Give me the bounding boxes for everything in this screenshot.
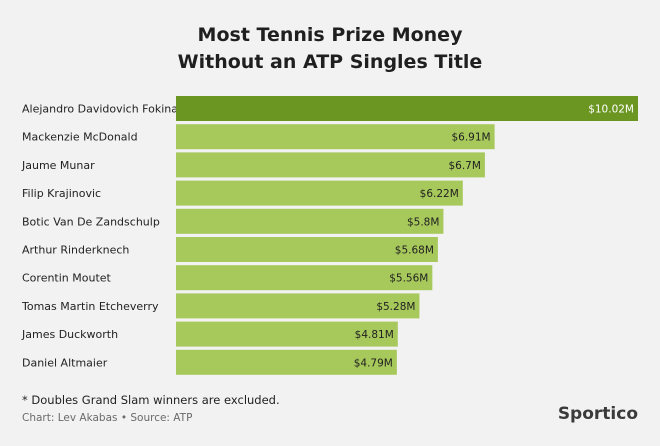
footnote: * Doubles Grand Slam winners are exclude… [22, 393, 280, 407]
bar [176, 265, 433, 291]
category-label: Botic Van De Zandschulp [22, 215, 160, 228]
value-label: $10.02M [588, 104, 634, 116]
bar [176, 208, 444, 234]
bar [176, 152, 485, 178]
category-label: Tomas Martin Etcheverry [21, 300, 159, 313]
category-label: Arthur Rinderknech [22, 244, 129, 257]
bar-chart: Alejandro Davidovich Fokina $10.02M Macken… [21, 96, 638, 375]
chart-title: Most Tennis Prize Money Without an ATP S… [0, 22, 660, 76]
chart-credit: Chart: Lev Akabas • Source: ATP [22, 412, 193, 424]
bar [176, 180, 463, 206]
category-label: Mackenzie McDonald [22, 131, 138, 144]
value-label: $4.79M [354, 357, 393, 369]
category-label: James Duckworth [21, 328, 118, 341]
chart-title-line-2: Without an ATP Singles Title [177, 51, 483, 73]
value-label: $4.81M [355, 329, 394, 341]
value-label: $6.22M [420, 188, 459, 200]
sportico-logo: Sportico [557, 404, 638, 424]
category-label: Alejandro Davidovich Fokina [22, 103, 178, 116]
value-label: $6.7M [448, 160, 480, 172]
value-label: $5.28M [376, 301, 415, 313]
category-label: Corentin Moutet [22, 272, 112, 285]
bar [176, 124, 495, 150]
category-label: Filip Krajinovic [22, 187, 101, 200]
value-label: $5.68M [395, 245, 434, 257]
category-label: Daniel Altmaier [22, 356, 108, 369]
value-label: $5.8M [407, 216, 439, 228]
bar [176, 321, 398, 347]
chart-title-line-1: Most Tennis Prize Money [197, 24, 463, 46]
bar [176, 237, 438, 262]
bar [176, 349, 397, 375]
value-label: $5.56M [389, 273, 428, 285]
bar [176, 293, 420, 319]
category-label: Jaume Munar [21, 159, 95, 172]
bar [176, 96, 638, 121]
value-label: $6.91M [451, 132, 490, 144]
